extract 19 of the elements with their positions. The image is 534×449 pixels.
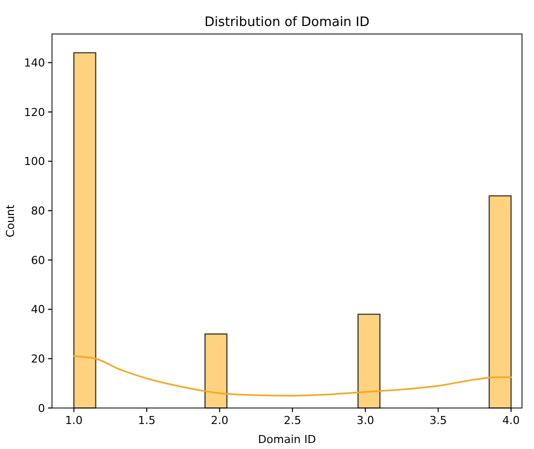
x-axis-title: Domain ID [258,433,316,446]
x-tick-label: 3.5 [429,414,447,427]
x-tick-label: 4.0 [502,414,520,427]
x-tick-label: 1.0 [65,414,83,427]
y-tick-label: 60 [31,254,45,267]
y-tick-label: 100 [24,155,45,168]
y-tick-label: 20 [31,352,45,366]
y-tick-label: 40 [31,303,45,316]
x-tick-label: 1.5 [138,414,156,427]
line-series [73,355,512,396]
y-tick-label: 0 [38,402,45,415]
x-tick-label: 3.0 [356,414,374,427]
x-tick-label: 2.5 [284,414,302,427]
y-axis-title: Count [4,204,17,238]
y-tick-label: 140 [24,56,45,70]
x-tick-label: 2.0 [210,414,228,427]
y-tick-label: 80 [31,204,45,218]
y-tick-label: 120 [24,106,45,119]
chart-title: Distribution of Domain ID [204,15,370,30]
